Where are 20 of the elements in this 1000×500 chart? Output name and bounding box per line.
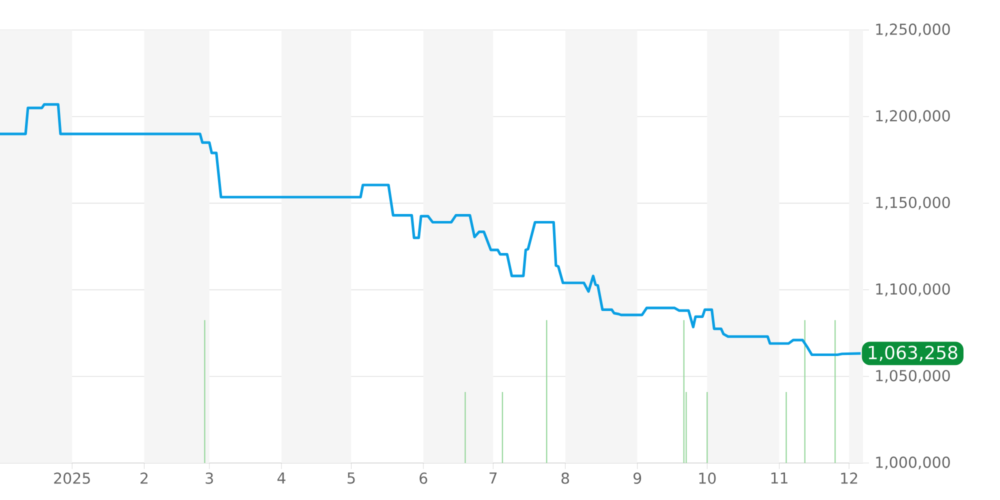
x-tick-label: 2025 [54, 472, 90, 484]
x-tick-label: 12 [841, 472, 858, 484]
x-tick-label: 10 [699, 472, 716, 484]
x-tick-label: 4 [277, 472, 286, 484]
x-tick-label: 6 [420, 472, 428, 484]
y-tick-label: 1,150,000 [876, 196, 950, 210]
x-tick-label: 7 [490, 472, 497, 484]
y-tick-label: 1,100,000 [876, 283, 950, 296]
x-tick-label: 8 [562, 472, 570, 484]
line-series [0, 103, 862, 356]
y-tick-label: 1,250,000 [876, 24, 950, 36]
x-tick-label: 5 [348, 472, 355, 484]
x-tick-label: 2 [140, 472, 148, 484]
y-tick-label: 1,000,000 [876, 456, 950, 470]
annotation: 1,063,258 [868, 346, 958, 362]
x-tick-label: 11 [771, 472, 788, 484]
y-tick-label: 1,200,000 [876, 110, 950, 124]
x-tick-label: 3 [206, 472, 213, 484]
x-tick-label: 9 [634, 472, 642, 484]
y-tick-label: 1,050,000 [876, 370, 950, 383]
